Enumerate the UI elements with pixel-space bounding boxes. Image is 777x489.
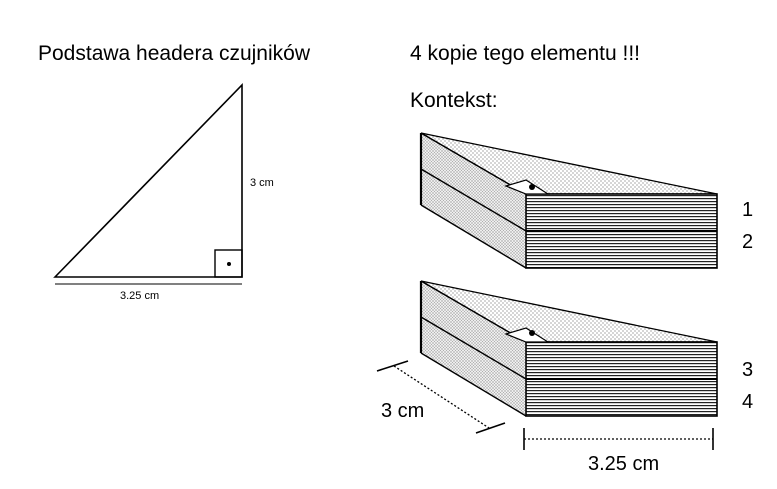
upper-stack-side-divider: [420, 168, 527, 232]
lower-stack-bottom-edge: [420, 352, 527, 417]
right-title: 4 kopie tego elementu !!!: [410, 42, 640, 65]
width-dimension-label: 3.25 cm: [588, 453, 659, 475]
triangle-base-label: 3.25 cm: [120, 290, 159, 302]
lower-stack-corner-dot: [529, 330, 535, 336]
depth-dimension-line: [393, 365, 490, 429]
layer-number-4: 4: [742, 391, 753, 413]
triangle-height-label: 3 cm: [250, 177, 274, 189]
layer-number-2: 2: [742, 231, 753, 253]
upper-stack-bottom-edge: [420, 204, 527, 269]
upper-stack-corner-marker: [504, 179, 551, 195]
lower-stack-corner-marker: [504, 327, 551, 343]
context-label: Kontekst:: [410, 89, 498, 112]
depth-dimension-tick-start: [376, 360, 409, 372]
upper-stack-corner-dot: [529, 184, 535, 190]
base-triangle: 3 cm 3.25 cm: [53, 83, 274, 302]
lower-stack: [419, 280, 718, 417]
depth-dimension: 3 cm: [376, 360, 506, 434]
lower-stack-side-divider: [420, 316, 527, 380]
right-angle-marker: [214, 249, 243, 278]
left-title: Podstawa headera czujników: [38, 42, 311, 65]
right-angle-dot: [227, 262, 231, 266]
upper-stack-hypotenuse-edge: [420, 132, 527, 195]
layer-number-1: 1: [742, 199, 753, 221]
width-dimension: 3.25 cm: [523, 428, 714, 475]
triangle-outline: [53, 83, 243, 278]
upper-stack: [419, 132, 718, 269]
depth-dimension-label: 3 cm: [381, 400, 424, 422]
layer-number-3: 3: [742, 359, 753, 381]
lower-stack-hypotenuse-edge: [420, 280, 527, 343]
depth-dimension-tick-end: [475, 422, 506, 434]
